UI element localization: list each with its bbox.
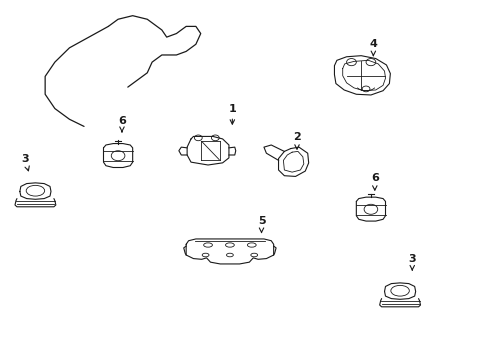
Text: 3: 3 [21, 154, 29, 171]
Text: 6: 6 [118, 116, 125, 132]
Text: 4: 4 [368, 39, 377, 55]
Text: 6: 6 [370, 173, 378, 190]
Text: 5: 5 [257, 216, 265, 233]
Text: 2: 2 [292, 132, 300, 149]
Text: 1: 1 [228, 104, 236, 124]
Text: 3: 3 [407, 253, 415, 270]
